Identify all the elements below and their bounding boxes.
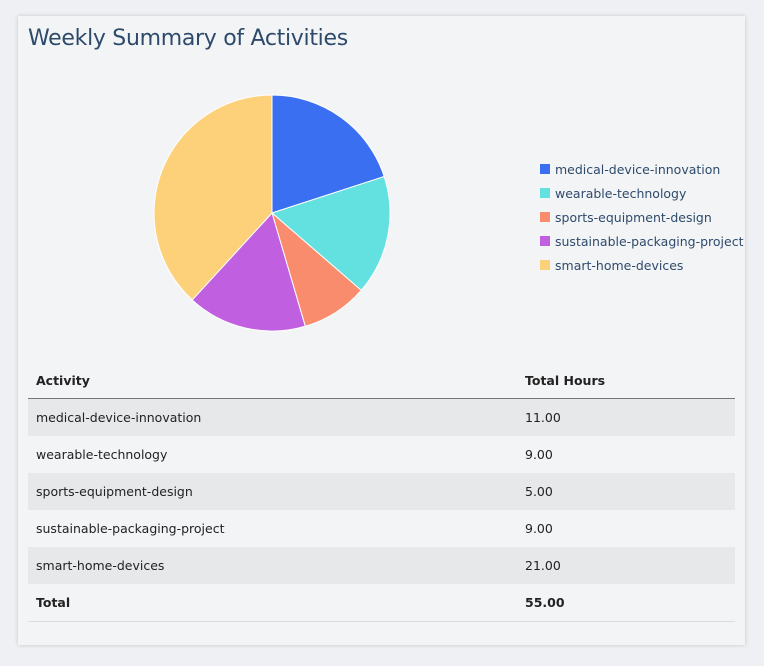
legend-item[interactable]: sustainable-packaging-project	[540, 229, 743, 253]
activity-table: Activity Total Hours medical-device-inno…	[28, 362, 735, 622]
total-label: Total	[28, 584, 517, 622]
legend-item[interactable]: medical-device-innovation	[540, 157, 743, 181]
table-row: sports-equipment-design 5.00	[28, 473, 735, 510]
header-activity: Activity	[28, 362, 517, 399]
activity-cell: smart-home-devices	[28, 547, 517, 584]
table-row: wearable-technology 9.00	[28, 436, 735, 473]
legend-swatch	[540, 260, 550, 270]
hours-cell: 9.00	[525, 447, 553, 462]
hours-cell: 11.00	[517, 398, 735, 436]
pie-slice-smart-home-devices[interactable]	[153, 94, 273, 301]
legend-label: wearable-technology	[555, 185, 687, 201]
legend-label: medical-device-innovation	[555, 161, 721, 177]
legend-label: smart-home-devices	[555, 257, 684, 273]
activity-cell: sports-equipment-design	[28, 473, 517, 510]
pie-chart	[153, 94, 391, 332]
pie-slice-medical-device-innovation[interactable]	[271, 94, 385, 214]
legend-item[interactable]: sports-equipment-design	[540, 205, 743, 229]
activity-cell: medical-device-innovation	[28, 398, 517, 436]
table-row: sustainable-packaging-project 9.00	[28, 510, 735, 547]
hours-cell: 5.00	[517, 473, 735, 510]
pie-slice-sustainable-packaging-project[interactable]	[191, 212, 306, 332]
hours-cell: 21.00	[517, 547, 735, 584]
legend-label: sustainable-packaging-project	[555, 233, 744, 249]
activity-cell: sustainable-packaging-project	[36, 521, 225, 536]
legend-swatch	[540, 236, 550, 246]
legend-item[interactable]: smart-home-devices	[540, 253, 743, 277]
summary-card: Weekly Summary of Activities medical-dev…	[18, 16, 745, 645]
legend-swatch	[540, 164, 550, 174]
hours-cell: 9.00	[525, 521, 553, 536]
activity-cell: wearable-technology	[36, 447, 168, 462]
pie-slice-wearable-technology[interactable]	[271, 175, 391, 291]
total-value: 55.00	[517, 584, 735, 622]
header-total-hours: Total Hours	[517, 362, 735, 399]
legend-label: sports-equipment-design	[555, 209, 712, 225]
legend: medical-device-innovation wearable-techno…	[540, 157, 743, 277]
table-row: smart-home-devices 21.00	[28, 547, 735, 584]
table-row: medical-device-innovation 11.00	[28, 398, 735, 436]
legend-item[interactable]: wearable-technology	[540, 181, 743, 205]
total-row: Total 55.00	[28, 584, 735, 622]
legend-swatch	[540, 188, 550, 198]
table-header-row: Activity Total Hours	[28, 362, 735, 399]
legend-swatch	[540, 212, 550, 222]
page-title: Weekly Summary of Activities	[28, 26, 348, 51]
